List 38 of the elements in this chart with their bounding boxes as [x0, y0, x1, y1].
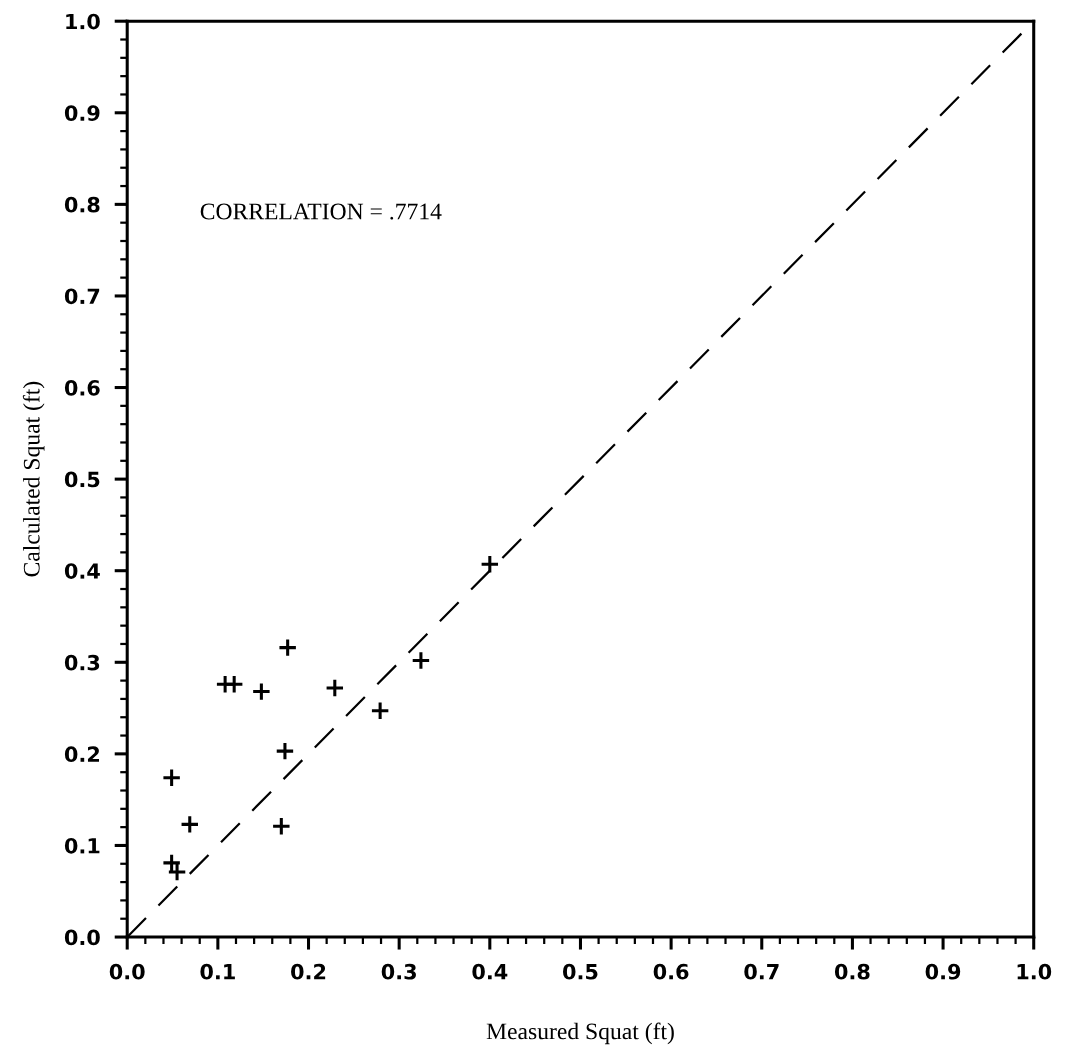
y-axis-title: Calculated Squat (ft)	[22, 381, 45, 577]
x-tick-label: 0.2	[291, 963, 326, 980]
y-tick-label: 0.2	[64, 746, 100, 763]
point	[277, 637, 298, 658]
x-tick-label: 0.6	[653, 963, 689, 980]
x-tick-label: 0.8	[834, 963, 870, 980]
x-tick-label: 0.5	[563, 963, 598, 980]
y-tick-label: 0.1	[64, 837, 100, 854]
point	[275, 741, 295, 761]
x-tick-label: 0.1	[200, 963, 235, 980]
x-tick-label: 0.0	[109, 963, 145, 980]
y-tick-label: 0.3	[64, 654, 100, 671]
x-tick-label: 0.7	[744, 963, 779, 980]
y-tick-label: 0.8	[64, 196, 100, 213]
point	[271, 816, 292, 836]
x-tick-label: 0.3	[381, 963, 416, 980]
point	[161, 853, 182, 873]
y-tick-label: 0.7	[64, 288, 100, 305]
y-tick-label: 0.0	[64, 929, 100, 946]
point	[325, 678, 345, 698]
y-tick-label: 0.9	[64, 105, 100, 121]
point	[161, 767, 182, 788]
point	[180, 814, 200, 835]
point	[411, 650, 431, 671]
y-tick-label: 0.5	[64, 471, 100, 488]
annotation: CORRELATION = .7714	[200, 203, 442, 220]
point	[480, 554, 500, 575]
point	[251, 681, 272, 702]
x-axis-title: Measured Squat (ft)	[486, 1022, 674, 1045]
x-tick-label: 0.4	[472, 963, 508, 980]
x-tick-label: 0.9	[925, 963, 961, 980]
point	[224, 674, 244, 695]
point	[370, 701, 390, 721]
y-tick-label: 0.6	[64, 379, 100, 396]
y-tick-label: 0.4	[64, 563, 100, 579]
y-tick-label: 1.0	[66, 13, 100, 30]
point	[167, 862, 187, 882]
x-tick-label: 1.0	[1017, 963, 1052, 980]
